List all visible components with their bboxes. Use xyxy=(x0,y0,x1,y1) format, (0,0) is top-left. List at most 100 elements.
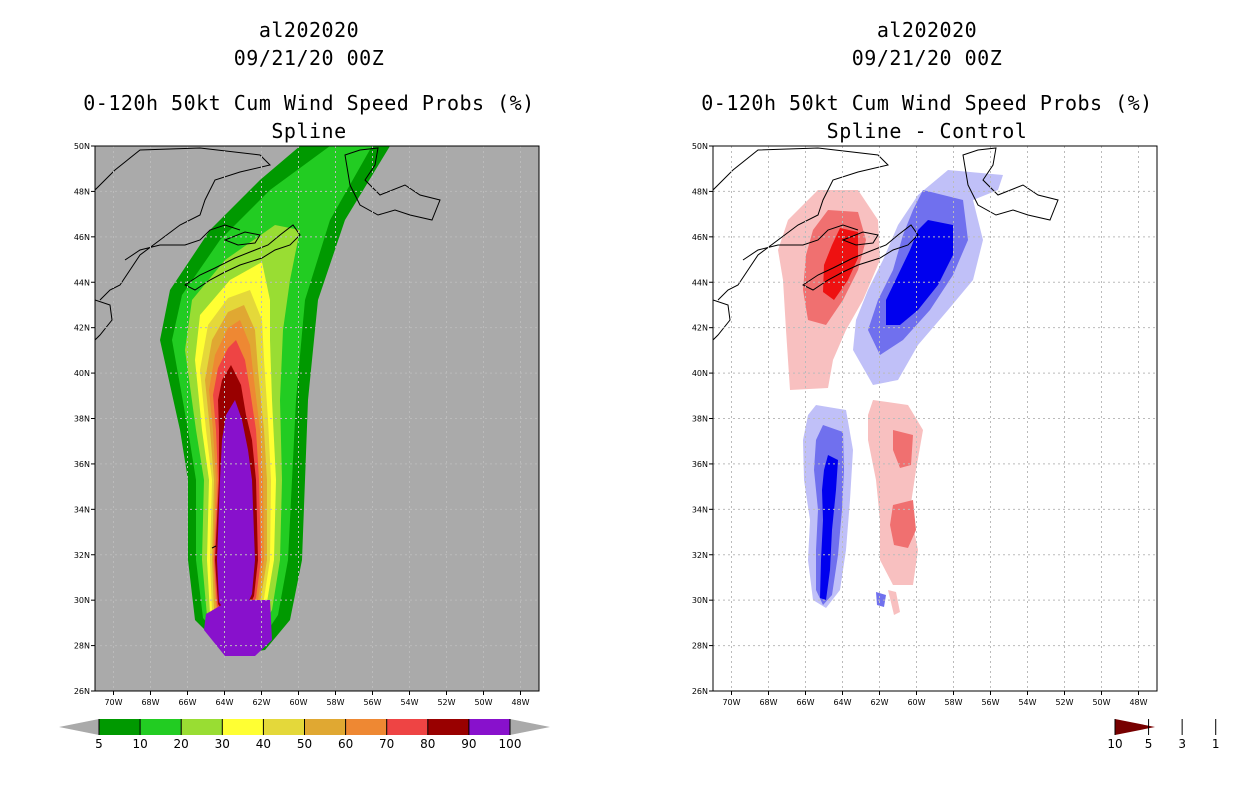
lon-label: 54W xyxy=(1018,698,1036,707)
latitude-labels: 26N 28N 30N 32N 34N 36N 38N 40N 42N 44N 46N 48N 50N xyxy=(74,142,95,696)
colorbar: -10-5-3-113510 xyxy=(1107,719,1220,751)
lon-label: 48W xyxy=(511,698,529,707)
coastline xyxy=(713,147,1059,341)
lon-label: 66W xyxy=(796,698,814,707)
lon-label: 62W xyxy=(870,698,888,707)
colorbar-label: 30 xyxy=(215,737,230,751)
lon-label: 52W xyxy=(1055,698,1073,707)
colorbar-label: 5 xyxy=(1145,737,1153,751)
storm-id: al202020 xyxy=(258,18,360,42)
lon-label: 60W xyxy=(289,698,307,707)
lat-label: 42N xyxy=(692,324,708,333)
lat-label: 48N xyxy=(74,187,90,196)
negative-5-north xyxy=(886,220,953,325)
lat-label: 42N xyxy=(74,324,90,333)
latitude-labels: 26N 28N 30N 32N 34N 36N 38N 40N 42N 44N 46N 48N 50N xyxy=(692,142,713,696)
colorbar-swatch xyxy=(140,719,182,735)
lat-label: 36N xyxy=(74,460,90,469)
colorbar: 5 10 20 30 40 50 60 70 80 90 100 xyxy=(59,719,550,751)
lat-label: 38N xyxy=(692,415,708,424)
colorbar-label: 5 xyxy=(95,737,103,751)
lat-label: 40N xyxy=(692,369,708,378)
colorbar-label: 1 xyxy=(1212,737,1220,751)
product-title: 0-120h 50kt Cum Wind Speed Probs (%) xyxy=(701,91,1153,115)
left-panel: al202020 09/21/20 00Z 0-120h 50kt Cum Wi… xyxy=(59,18,550,751)
colorbar-swatch xyxy=(222,719,264,735)
lon-label: 56W xyxy=(363,698,381,707)
storm-id: al202020 xyxy=(876,18,978,42)
lat-label: 28N xyxy=(692,642,708,651)
lon-label: 68W xyxy=(141,698,159,707)
lat-label: 32N xyxy=(692,551,708,560)
lon-label: 64W xyxy=(833,698,851,707)
lon-label: 50W xyxy=(474,698,492,707)
colorbar-label: 3 xyxy=(1178,737,1186,751)
negative-5-south xyxy=(820,455,838,600)
colorbar-label: 20 xyxy=(174,737,189,751)
lat-label: 30N xyxy=(692,596,708,605)
colorbar-label: 60 xyxy=(338,737,353,751)
lon-label: 68W xyxy=(759,698,777,707)
colorbar-swatch xyxy=(263,719,305,735)
colorbar-label: 50 xyxy=(297,737,312,751)
colorbar-left-arrow xyxy=(59,719,99,735)
lat-label: 50N xyxy=(74,142,90,151)
negative-tail xyxy=(876,592,886,607)
colorbar-swatch xyxy=(427,719,469,735)
longitude-labels: 70W 68W 66W 64W 62W 60W 58W 56W 54W 52W 50W 48W xyxy=(104,691,530,707)
coastline xyxy=(95,147,441,549)
positive-3-south xyxy=(890,430,916,548)
colorbar-swatch xyxy=(345,719,387,735)
graticule xyxy=(713,146,1157,691)
colorbar-label: 80 xyxy=(420,737,435,751)
lon-label: 54W xyxy=(400,698,418,707)
lon-label: 70W xyxy=(104,698,122,707)
lat-label: 26N xyxy=(74,687,90,696)
colorbar-swatch xyxy=(386,719,428,735)
lon-label: 58W xyxy=(944,698,962,707)
map-spline: 26N28N30N32N34N36N38N40N42N44N46N48N50N … xyxy=(59,142,550,751)
subtitle: Spline xyxy=(271,119,347,143)
lat-label: 40N xyxy=(74,369,90,378)
colorbar-swatch xyxy=(99,719,141,735)
lat-label: 34N xyxy=(74,505,90,514)
colorbar-right-arrow xyxy=(510,719,550,735)
colorbar-label: 100 xyxy=(499,737,522,751)
lat-label: 28N xyxy=(74,642,90,651)
colorbar-label: 40 xyxy=(256,737,271,751)
colorbar-label: 90 xyxy=(461,737,476,751)
lon-label: 52W xyxy=(437,698,455,707)
colorbar-label: 10 xyxy=(132,737,147,751)
lat-label: 34N xyxy=(692,505,708,514)
colorbar-label: 10 xyxy=(1107,737,1122,751)
colorbar-swatch xyxy=(304,719,346,735)
lon-label: 60W xyxy=(907,698,925,707)
lat-label: 44N xyxy=(74,278,90,287)
lat-label: 32N xyxy=(74,551,90,560)
difference-contours xyxy=(713,147,1059,615)
right-panel: al202020 09/21/20 00Z 0-120h 50kt Cum Wi… xyxy=(618,0,1236,800)
lon-label: 58W xyxy=(326,698,344,707)
lat-label: 38N xyxy=(74,415,90,424)
lon-label: 70W xyxy=(722,698,740,707)
datetime: 09/21/20 00Z xyxy=(233,46,385,70)
product-title: 0-120h 50kt Cum Wind Speed Probs (%) xyxy=(83,91,535,115)
lat-label: 26N xyxy=(692,687,708,696)
positive-tail xyxy=(888,590,900,615)
lat-label: 30N xyxy=(74,596,90,605)
colorbar-right-arrow xyxy=(1115,719,1155,735)
subtitle: Spline - Control xyxy=(826,119,1028,143)
longitude-labels: 70W 68W 66W 64W 62W 60W 58W 56W 54W 52W 50W 48W xyxy=(722,691,1148,707)
lon-label: 48W xyxy=(1129,698,1147,707)
lon-label: 62W xyxy=(252,698,270,707)
colorbar-swatch xyxy=(468,719,510,735)
lon-label: 50W xyxy=(1092,698,1110,707)
graticule xyxy=(95,146,539,691)
datetime: 09/21/20 00Z xyxy=(851,46,1003,70)
lat-label: 46N xyxy=(692,233,708,242)
lon-label: 56W xyxy=(981,698,999,707)
lat-label: 36N xyxy=(692,460,708,469)
lat-label: 50N xyxy=(692,142,708,151)
lon-label: 66W xyxy=(178,698,196,707)
lat-label: 48N xyxy=(692,187,708,196)
